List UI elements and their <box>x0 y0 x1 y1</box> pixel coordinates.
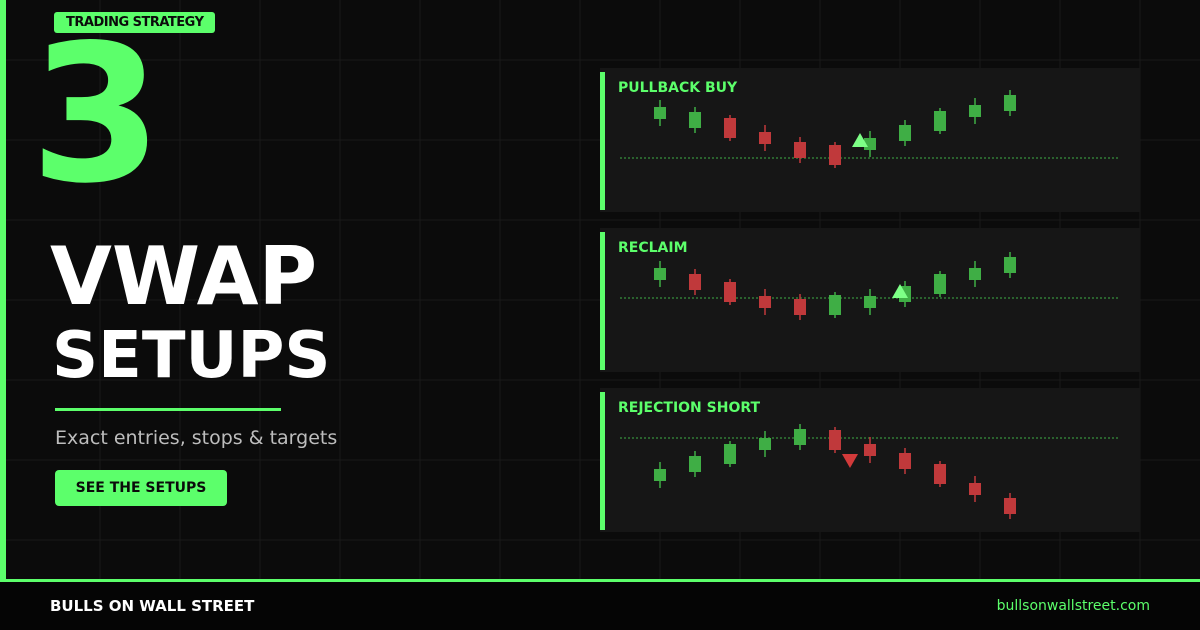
big-number: 3 <box>30 4 163 225</box>
candle-body <box>689 274 701 290</box>
candle-body <box>934 111 946 131</box>
footer-line <box>0 579 1200 582</box>
title-line1: VWAP <box>50 230 318 323</box>
candle-body <box>794 142 806 158</box>
candle-body <box>689 112 701 128</box>
cta-button[interactable]: SEE THE SETUPS <box>55 470 227 506</box>
candle-body <box>829 145 841 165</box>
panel-title: RECLAIM <box>618 240 688 256</box>
candle-body <box>654 469 666 481</box>
candle-body <box>724 282 736 302</box>
candle-body <box>794 429 806 445</box>
candle-body <box>654 268 666 280</box>
candle-body <box>689 456 701 472</box>
left-accent <box>0 0 6 582</box>
panel-accent <box>600 72 605 210</box>
subtitle: Exact entries, stops & targets <box>55 427 338 449</box>
candle-body <box>759 296 771 308</box>
candle-body <box>724 444 736 464</box>
candle-body <box>759 438 771 450</box>
panel-title: PULLBACK BUY <box>618 80 738 96</box>
candle-body <box>829 295 841 315</box>
divider <box>55 408 281 411</box>
signal-arrow <box>892 284 908 298</box>
candle-body <box>969 268 981 280</box>
candle-body <box>1004 257 1016 273</box>
candle-body <box>899 125 911 141</box>
candle-body <box>864 444 876 456</box>
candle-body <box>969 105 981 117</box>
footer-bar <box>0 582 1200 630</box>
footer-brand: BULLS ON WALL STREET <box>50 597 255 615</box>
candle-body <box>1004 95 1016 111</box>
candle-body <box>794 299 806 315</box>
panel-accent <box>600 392 605 530</box>
panel-accent <box>600 232 605 370</box>
panel-title: REJECTION SHORT <box>618 400 761 416</box>
title-line2: SETUPS <box>52 319 331 393</box>
candle-body <box>759 132 771 144</box>
candle-body <box>829 430 841 450</box>
candle-body <box>934 464 946 484</box>
footer-url: bullsonwallstreet.com <box>996 598 1150 614</box>
signal-arrow <box>842 454 858 468</box>
candle-body <box>1004 498 1016 514</box>
signal-arrow <box>852 133 868 147</box>
candle-body <box>934 274 946 294</box>
tag: TRADING STRATEGY <box>54 12 216 33</box>
candle-body <box>899 453 911 469</box>
candle-body <box>864 296 876 308</box>
candle-body <box>724 118 736 138</box>
candle-body <box>654 107 666 119</box>
candle-body <box>969 483 981 495</box>
